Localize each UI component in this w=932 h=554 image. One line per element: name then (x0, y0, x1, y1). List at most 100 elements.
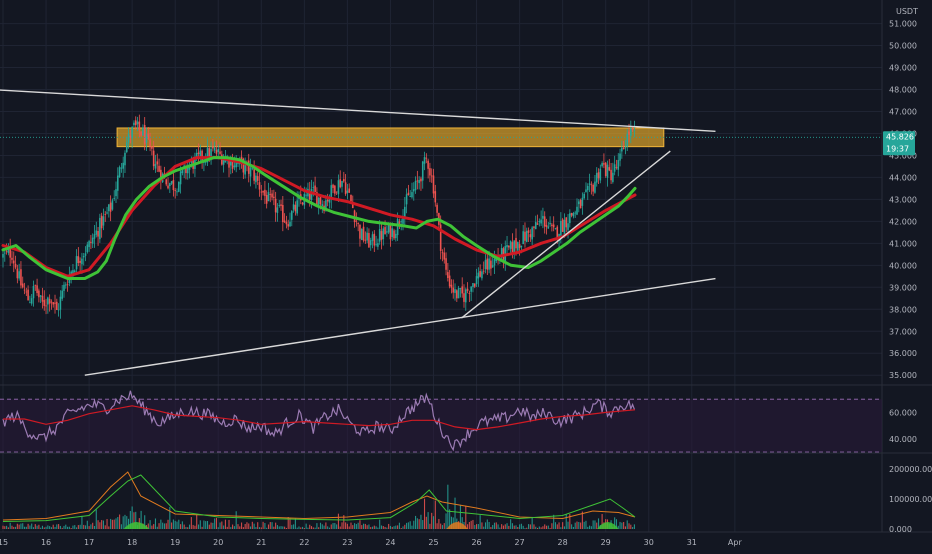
time-tick-label: 20 (213, 538, 223, 547)
candle-body (355, 220, 358, 222)
candle-body (630, 128, 632, 136)
candle-body (45, 305, 47, 307)
candle-body (109, 202, 112, 212)
candle-body (61, 290, 63, 299)
candle-body (500, 247, 503, 258)
candle-body (290, 211, 293, 220)
candle-body (244, 163, 246, 175)
candle-body (583, 193, 585, 199)
time-tick-label: 16 (41, 538, 51, 547)
candle-body (411, 192, 413, 198)
candle-body (425, 157, 428, 159)
candle-body (27, 289, 29, 301)
last-price-tag-background (883, 131, 915, 156)
candle-body (41, 295, 44, 302)
candle-body (54, 302, 56, 304)
candle-body (377, 243, 379, 247)
candle-body (52, 302, 55, 305)
candle-body (100, 215, 103, 229)
candle-body (95, 230, 98, 235)
candle-body (490, 260, 492, 269)
time-axis[interactable]: 15 16 17 18 19 20 21 22 23 24 25 26 27 28 29 30 31 Apr (0, 538, 742, 547)
candle-body (7, 248, 10, 253)
time-tick-label: 26 (471, 538, 481, 547)
candle-body (378, 229, 381, 242)
candle-body (172, 179, 175, 191)
candle-body (396, 219, 399, 236)
candle-body (364, 239, 367, 241)
candle-body (181, 170, 184, 174)
rsi-line (2, 390, 635, 452)
candle-body (301, 202, 304, 205)
candle-body (305, 194, 307, 196)
volume-pane[interactable] (2, 471, 636, 529)
candle-body (491, 265, 494, 268)
candle-body (47, 297, 49, 305)
candle-body (282, 205, 284, 223)
candle-body (357, 222, 359, 224)
candle-body (612, 172, 614, 182)
candle-body (610, 169, 612, 181)
candle-body (81, 258, 83, 265)
candle-body (265, 194, 268, 204)
candle-body (473, 283, 476, 287)
candle-body (328, 197, 331, 203)
candle-body (115, 189, 117, 197)
candle-body (436, 204, 438, 213)
candle-body (308, 191, 311, 200)
price-tick-label: 43.000 (889, 195, 917, 204)
candle-body (251, 168, 254, 170)
candle-body (104, 214, 107, 215)
candle-body (283, 220, 286, 223)
candle-body (443, 252, 446, 260)
price-pane[interactable] (0, 89, 882, 376)
candle-body (319, 196, 322, 205)
candle-body (346, 190, 349, 193)
candle-body (547, 226, 550, 229)
candle-body (39, 295, 42, 297)
candle-body (407, 192, 410, 196)
candle-body (633, 130, 636, 132)
last-price-value: 45.826 (886, 132, 914, 141)
price-tick-label: 51.000 (889, 20, 917, 29)
candle-body (590, 184, 593, 186)
trendlines[interactable] (0, 89, 716, 376)
candle-body (343, 179, 345, 182)
rsi-axis[interactable]: 40.000 60.000 (889, 408, 917, 443)
candle-body (527, 230, 530, 233)
candle-body (585, 189, 587, 192)
candle-body (138, 121, 141, 131)
candle-body (450, 284, 453, 288)
candle-body (120, 167, 123, 169)
candle-body (418, 180, 420, 184)
candle-body (373, 233, 376, 246)
candle-body (185, 167, 187, 174)
candle-body (217, 149, 220, 152)
rsi-pane[interactable] (0, 390, 882, 453)
candle-body (237, 162, 239, 164)
candle-body (565, 217, 568, 228)
candle-body (186, 167, 189, 174)
candle-body (127, 133, 130, 143)
candle-body (170, 181, 173, 184)
candle-body (176, 191, 178, 193)
candle-body (90, 241, 92, 243)
rsi-band (0, 399, 882, 452)
candle-body (414, 180, 417, 191)
candle-body (359, 224, 361, 239)
candle-body (631, 128, 634, 130)
candle-body (177, 181, 180, 192)
time-tick-label: 23 (342, 538, 352, 547)
candle-body (393, 230, 395, 239)
candle-body (524, 231, 526, 241)
price-tick-label: 39.000 (889, 283, 917, 292)
candle-body (134, 120, 137, 126)
trendline-1 (0, 89, 716, 132)
price-tick-label: 47.000 (889, 107, 917, 116)
candle-body (404, 206, 406, 220)
candle-body (253, 169, 255, 181)
volume-axis[interactable]: 0.000 100000.000 200000.000 (889, 465, 932, 534)
candle-body (341, 180, 343, 187)
candle-body (64, 284, 67, 286)
